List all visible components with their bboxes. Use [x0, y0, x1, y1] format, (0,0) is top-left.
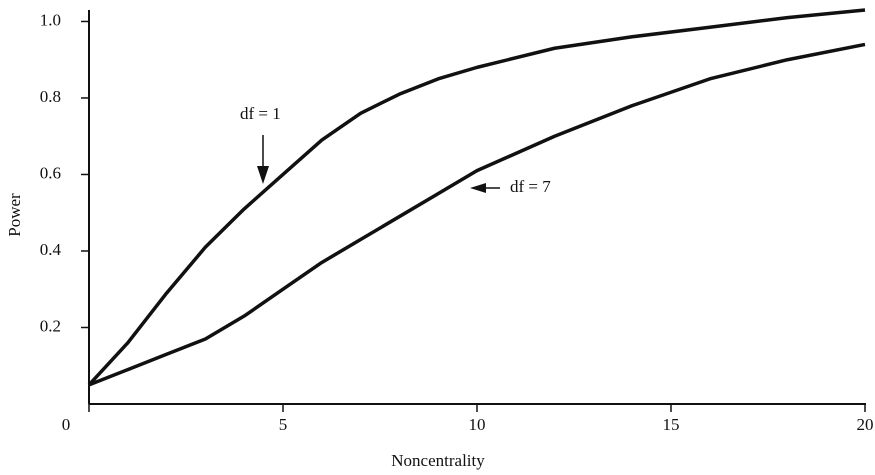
- annotation: df = 7: [510, 177, 551, 196]
- y-tick-label: 0.2: [40, 316, 61, 335]
- x-tick-label: 0: [62, 415, 71, 434]
- arrow-head: [470, 183, 486, 193]
- y-tick-label: 0.4: [40, 240, 62, 259]
- annotation: df = 1: [240, 104, 281, 123]
- arrow-head: [257, 166, 269, 184]
- y-tick-label: 0.6: [40, 163, 61, 182]
- series-line: [87, 8, 866, 387]
- series-line: [88, 42, 866, 387]
- x-tick-label: 20: [857, 415, 874, 434]
- x-tick-label: 5: [279, 415, 288, 434]
- y-axis-label: Power: [5, 193, 24, 237]
- y-tick-label: 1.0: [40, 10, 61, 29]
- x-axis-label: Noncentrality: [391, 451, 485, 470]
- y-tick-label: 0.8: [40, 87, 61, 106]
- x-tick-label: 15: [663, 415, 680, 434]
- x-tick-label: 10: [469, 415, 486, 434]
